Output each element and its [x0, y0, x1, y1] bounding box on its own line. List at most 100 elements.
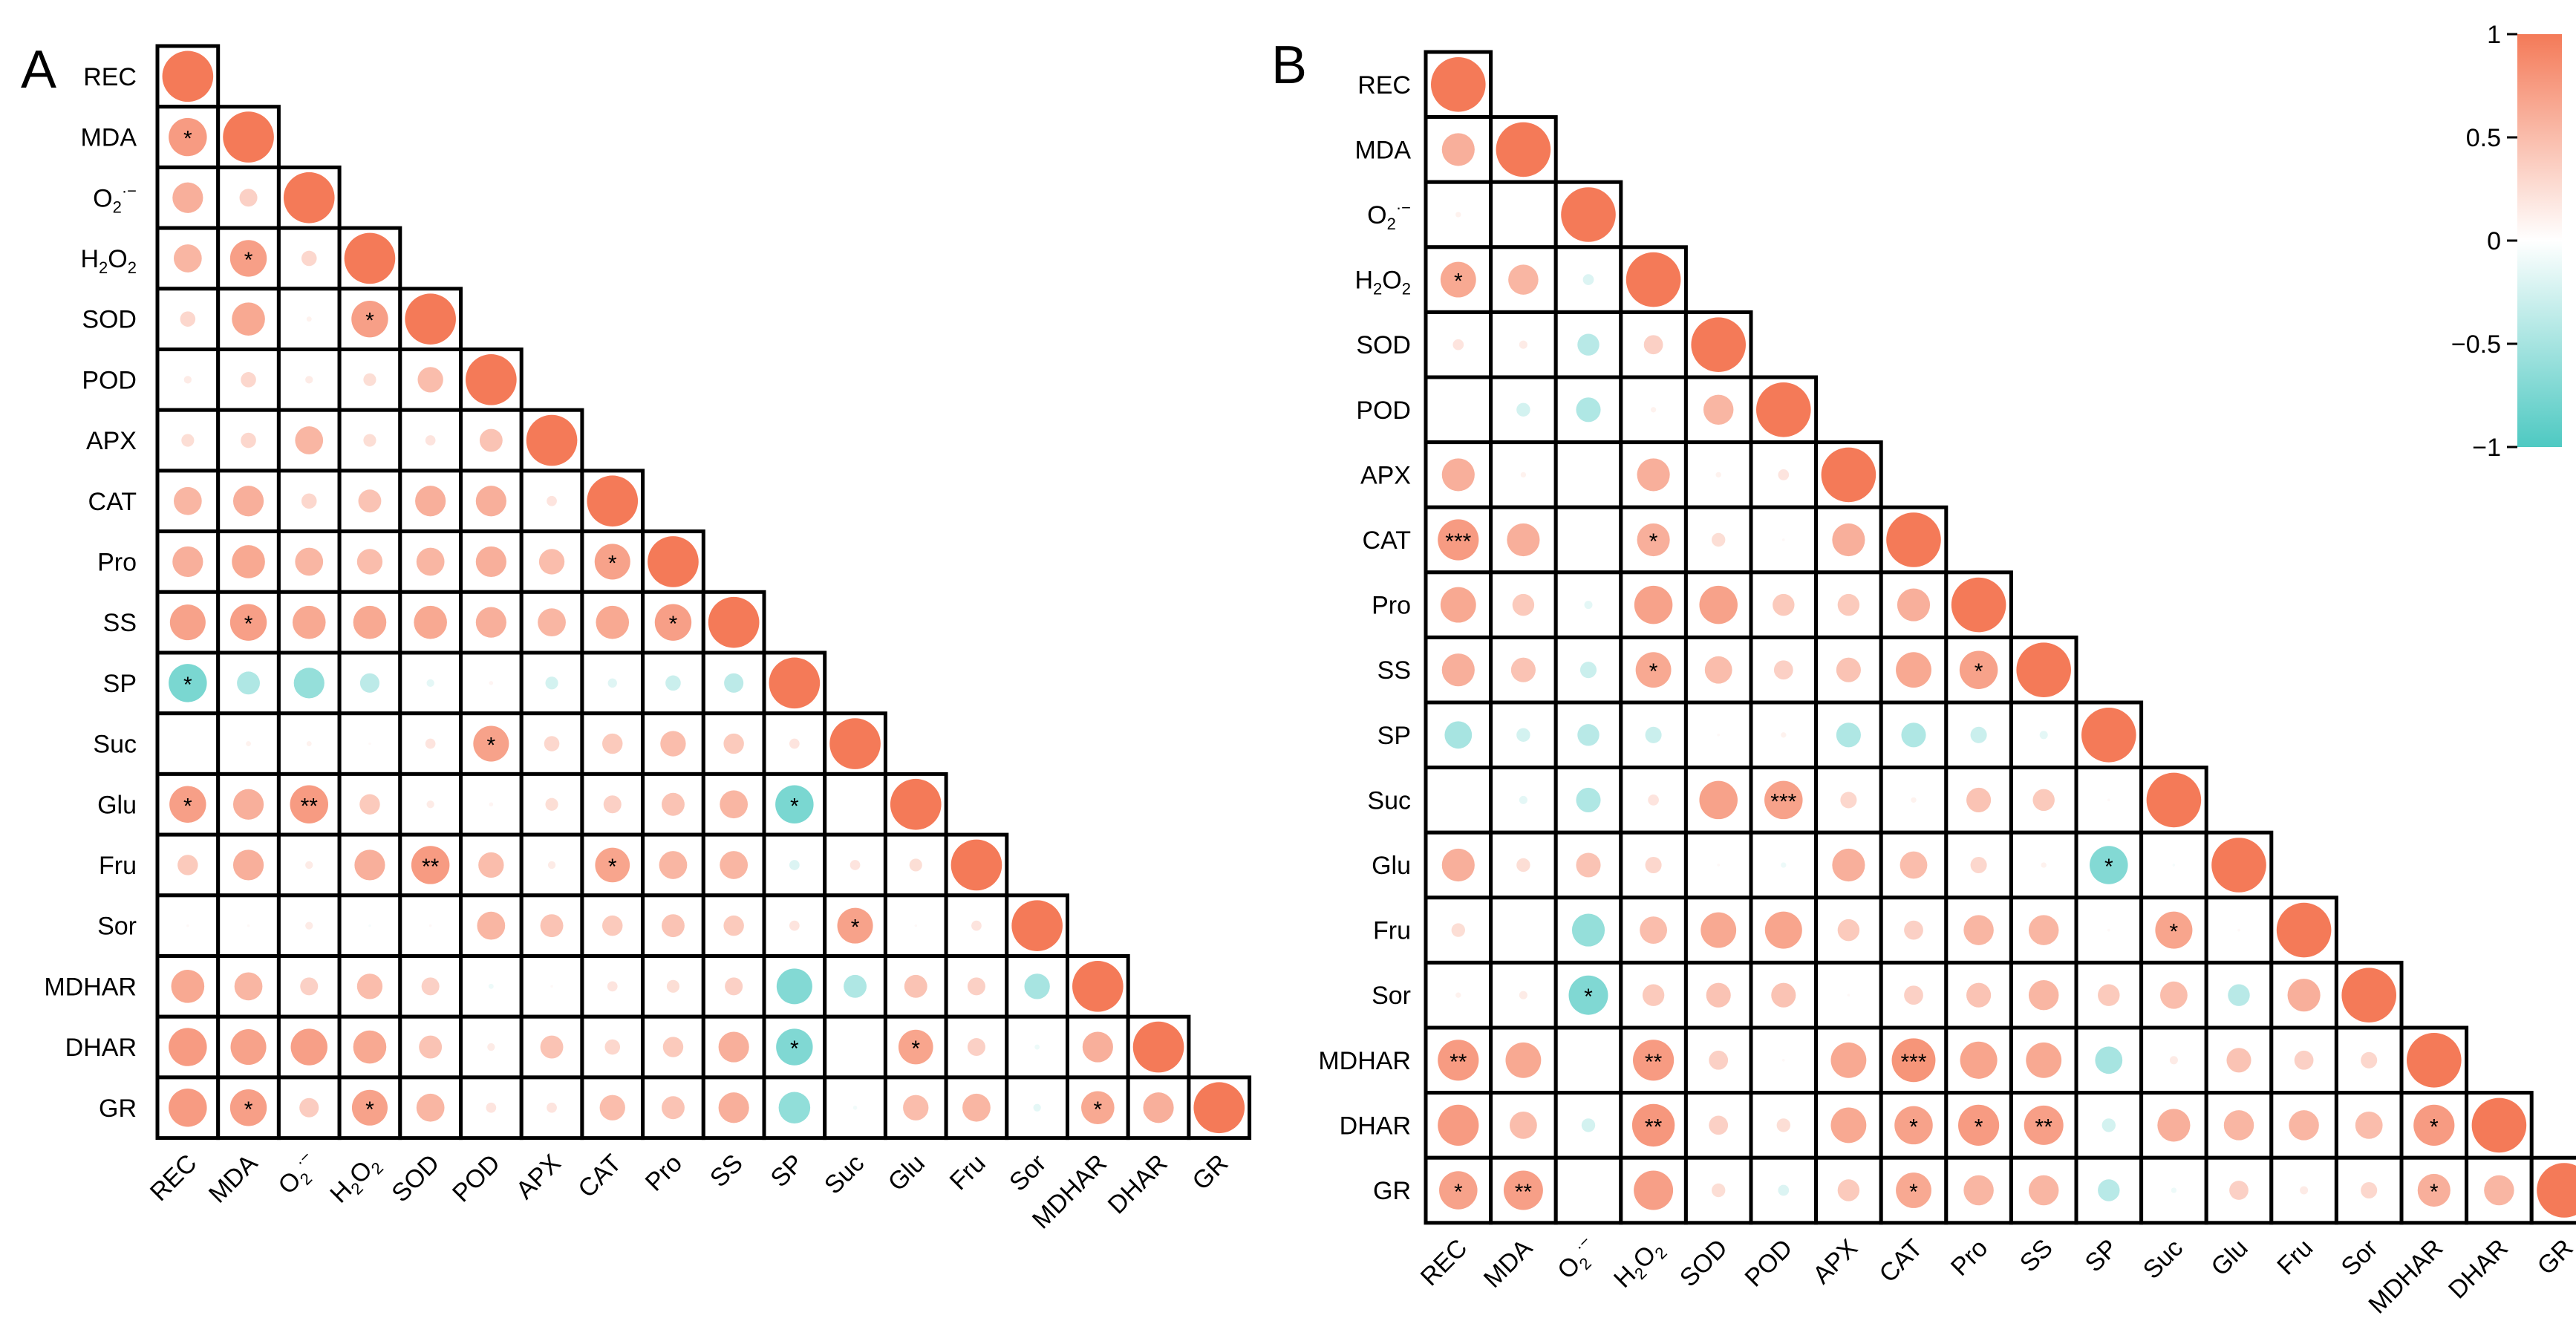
label-text-2: O	[108, 245, 127, 273]
correlation-circle	[547, 495, 557, 506]
label-superscript: ·−	[291, 1147, 315, 1171]
matrix-cell	[1424, 766, 1493, 835]
correlation-circle	[1496, 122, 1551, 177]
label-text: GR	[1373, 1177, 1411, 1205]
correlation-circle	[488, 983, 494, 989]
correlation-circle	[1193, 1082, 1245, 1134]
significance-marker: *	[790, 794, 799, 818]
label-text: O	[1367, 201, 1386, 229]
correlation-circle	[1642, 984, 1665, 1006]
correlation-circle	[419, 1035, 443, 1059]
row-label: H2O2	[80, 245, 137, 277]
correlation-circle	[1571, 913, 1605, 947]
column-label: SP	[2080, 1234, 2124, 1278]
label-text: APX	[1360, 461, 1411, 489]
column-label: REC	[145, 1149, 203, 1207]
correlation-circle	[1901, 722, 1926, 748]
correlation-circle	[351, 1089, 388, 1126]
correlation-circle	[2223, 1110, 2254, 1141]
correlation-circle	[2028, 915, 2059, 945]
correlation-circle	[1072, 961, 1124, 1012]
colorbar-tick-label: 1	[2487, 21, 2501, 49]
correlation-circle	[405, 293, 456, 345]
label-text: Fru	[99, 852, 137, 880]
correlation-circle	[2098, 984, 2120, 1006]
label-text: SP	[1377, 722, 1411, 750]
correlation-circle	[2341, 968, 2396, 1022]
label-text: APX	[1807, 1234, 1863, 1290]
correlation-circle	[2107, 798, 2110, 802]
correlation-circle	[2160, 981, 2188, 1009]
correlation-circle	[1709, 1115, 1729, 1135]
matrix-cell	[641, 954, 705, 1019]
label-text: Pro	[1372, 592, 1411, 620]
correlation-circle	[2081, 708, 2136, 763]
correlation-circle	[1640, 916, 1667, 944]
correlation-circle	[594, 544, 630, 580]
row-label: Sor	[1372, 982, 1411, 1010]
correlation-circle	[1764, 780, 1803, 820]
column-label: Sor	[2336, 1234, 2384, 1282]
label-text: Glu	[883, 1149, 930, 1196]
column-label: Sor	[1004, 1149, 1051, 1196]
correlation-circle	[1771, 982, 1796, 1008]
correlation-circle	[1650, 407, 1657, 413]
column-label: MDA	[203, 1149, 264, 1209]
row-label: REC	[1357, 71, 1411, 100]
column-label: GR	[1187, 1149, 1233, 1195]
significance-marker: *	[183, 127, 192, 151]
matrix-cell	[823, 1014, 887, 1080]
correlation-circle	[2228, 984, 2250, 1006]
row-labels: RECMDAO2·−H2O2SODPODAPXCATProSSSPSucGluF…	[44, 63, 137, 1123]
correlation-circle	[1637, 523, 1670, 557]
correlation-circle	[1561, 187, 1616, 242]
correlation-circle	[607, 678, 617, 688]
column-label: H2O2	[325, 1149, 387, 1211]
correlation-circle	[363, 373, 376, 386]
correlation-circle	[1634, 585, 1673, 624]
significance-marker: **	[1645, 1050, 1663, 1074]
correlation-circle	[1643, 335, 1663, 355]
correlation-circle	[725, 977, 743, 996]
label-text: MDA	[203, 1149, 264, 1209]
panel-label: B	[1271, 36, 1307, 95]
correlation-circle	[1773, 593, 1795, 616]
correlation-circle	[1837, 1179, 1860, 1201]
correlation-circle	[359, 673, 379, 693]
correlation-circle	[1451, 923, 1465, 937]
correlation-circle	[595, 847, 630, 883]
column-label: MDA	[1478, 1233, 1539, 1294]
significance-marker: **	[422, 855, 440, 879]
correlation-circle	[169, 1089, 207, 1127]
column-label: SS	[2015, 1234, 2058, 1278]
significance-marker: *	[183, 673, 192, 697]
significance-marker: ***	[1900, 1050, 1926, 1074]
row-label: MDHAR	[44, 973, 137, 1001]
correlation-circle	[1577, 333, 1600, 356]
correlation-circle	[1579, 662, 1597, 679]
column-label: Fru	[2272, 1234, 2318, 1281]
correlation-circle	[769, 657, 821, 709]
correlation-circle	[1966, 787, 1992, 812]
correlation-circle	[169, 664, 207, 702]
correlation-circle	[299, 1097, 319, 1118]
correlation-circle	[2039, 731, 2048, 740]
correlation-circle	[305, 376, 313, 384]
correlation-circle	[1900, 851, 1928, 879]
significance-marker: *	[1454, 270, 1463, 294]
label-text: Glu	[2205, 1234, 2253, 1282]
correlation-circle	[587, 475, 639, 527]
label-subscript: 2	[1387, 215, 1396, 233]
matrix-cell	[2269, 1091, 2338, 1160]
correlation-circle	[1505, 1042, 1542, 1078]
correlation-circle	[909, 858, 922, 872]
significance-marker: *	[2104, 855, 2113, 879]
correlation-circle	[1706, 982, 1731, 1008]
column-label: SS	[705, 1149, 749, 1193]
correlation-circle	[1519, 991, 1527, 999]
correlation-circle	[479, 428, 503, 452]
correlation-circle	[1781, 538, 1785, 541]
column-label: APX	[1807, 1234, 1863, 1290]
column-label: REC	[1415, 1234, 1473, 1292]
correlation-circle	[1896, 1172, 1931, 1208]
